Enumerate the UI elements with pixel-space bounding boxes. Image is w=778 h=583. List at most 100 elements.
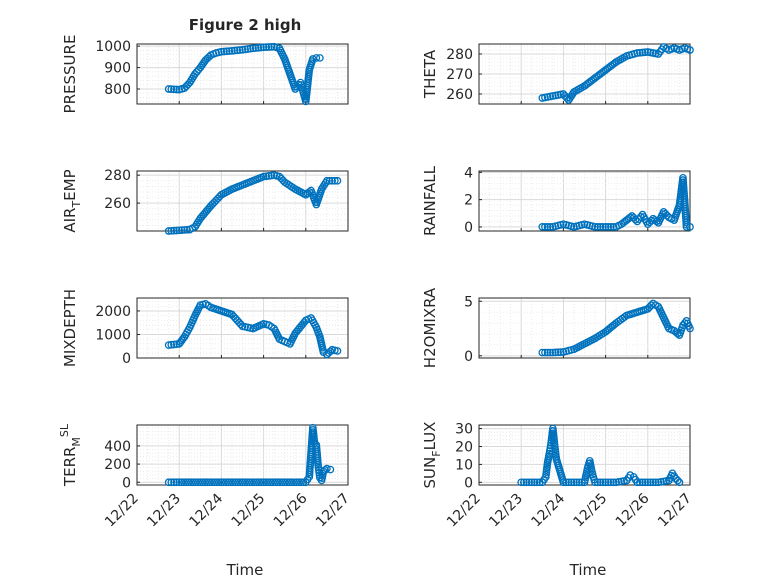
data-point	[675, 478, 684, 487]
data-point	[541, 348, 549, 357]
data-point	[177, 226, 186, 234]
data-point	[599, 478, 607, 487]
x-tick-label: 12/27	[313, 491, 353, 531]
y-tick-label: 280	[446, 47, 473, 63]
x-tick-label: 12/26	[271, 490, 311, 530]
subplot-rainfall: 0 2 4 RAINFALL	[421, 165, 694, 236]
y-tick-label: 20	[455, 439, 473, 455]
data-point	[649, 478, 657, 487]
y-axis-label: TERRMSL	[58, 423, 83, 487]
data-point	[164, 341, 173, 349]
y-tick-label: 0	[122, 351, 131, 367]
y-axis-label: SUNFLUX	[421, 422, 443, 489]
data-point	[651, 478, 660, 487]
y-axis-label: MIXDEPTH	[61, 289, 79, 367]
subplot-mixdepth: 0 1000 2000 MIXDEPTH	[61, 289, 349, 367]
data-point	[230, 46, 239, 55]
data-point	[543, 348, 552, 357]
data-point	[172, 478, 181, 487]
data-point	[238, 45, 247, 54]
y-tick-label: 0	[464, 220, 473, 236]
y-tick-label: 0	[464, 475, 473, 491]
axes-box	[478, 170, 691, 232]
x-tick-label: 12/22	[444, 491, 484, 531]
y-tick-label: 2	[464, 193, 473, 209]
series-markers	[164, 423, 335, 487]
data-point	[609, 223, 618, 231]
data-point	[538, 348, 547, 357]
data-point	[633, 49, 642, 57]
data-point	[164, 227, 173, 235]
y-tick-label: 4	[464, 165, 473, 181]
data-point	[167, 226, 176, 235]
data-point	[601, 223, 610, 231]
data-point	[164, 478, 173, 487]
data-point	[172, 340, 181, 349]
x-axis-label-left: Time	[226, 561, 264, 579]
data-point	[554, 348, 562, 357]
data-point	[638, 478, 647, 487]
x-tick-label: 12/23	[144, 491, 184, 531]
y-tick-label: 2000	[95, 304, 131, 320]
subplot-theta: 260 270 280 THETA	[421, 43, 694, 105]
data-point	[333, 347, 342, 355]
data-point	[682, 223, 691, 231]
data-point	[167, 478, 176, 487]
data-point	[267, 43, 276, 51]
data-point	[559, 478, 568, 487]
data-point	[551, 348, 560, 357]
axes-box	[478, 297, 691, 359]
y-tick-label: 270	[446, 67, 473, 83]
data-point	[647, 216, 656, 225]
data-point	[525, 478, 533, 487]
y-axis-label: H2OMIXRA	[421, 287, 439, 368]
data-point	[312, 54, 321, 62]
data-point	[563, 94, 571, 102]
data-point	[636, 478, 644, 487]
series-markers	[164, 171, 342, 235]
series-markers	[538, 299, 694, 357]
data-point	[170, 226, 178, 235]
data-point	[228, 47, 236, 55]
data-point	[249, 44, 257, 53]
data-point	[326, 347, 335, 356]
data-point	[641, 48, 650, 57]
data-point	[217, 47, 226, 56]
data-point	[297, 478, 305, 487]
data-point	[170, 478, 178, 487]
data-point	[265, 172, 273, 180]
x-axis-label-right: Time	[569, 561, 607, 579]
x-tick-label: 12/22	[102, 491, 142, 531]
axes-box	[136, 43, 349, 105]
data-point	[222, 47, 231, 56]
data-point	[175, 226, 184, 235]
data-point	[172, 226, 181, 235]
data-point	[533, 478, 541, 487]
data-point	[246, 44, 255, 53]
data-point	[643, 478, 652, 487]
data-point	[596, 478, 605, 487]
series-markers	[538, 43, 694, 104]
data-point	[562, 478, 570, 487]
y-tick-label: 800	[104, 82, 131, 98]
y-tick-label: 10	[455, 457, 473, 473]
data-point	[267, 171, 276, 180]
y-tick-label: 1000	[95, 327, 131, 343]
data-point	[601, 478, 610, 487]
data-point	[262, 43, 271, 51]
data-point	[593, 223, 602, 231]
data-point	[591, 478, 599, 487]
y-tick-label: 900	[104, 61, 131, 77]
data-point	[251, 44, 260, 52]
data-point	[527, 478, 536, 487]
data-point	[183, 225, 191, 234]
data-point	[262, 172, 271, 181]
subplot-h2omixra: 0 5 H2OMIXRA	[421, 287, 694, 368]
y-tick-label: 400	[104, 439, 131, 455]
data-point	[548, 348, 557, 357]
data-point	[323, 464, 331, 473]
series-markers	[517, 424, 684, 487]
data-point	[546, 223, 555, 231]
x-tick-label: 12/27	[655, 491, 695, 531]
